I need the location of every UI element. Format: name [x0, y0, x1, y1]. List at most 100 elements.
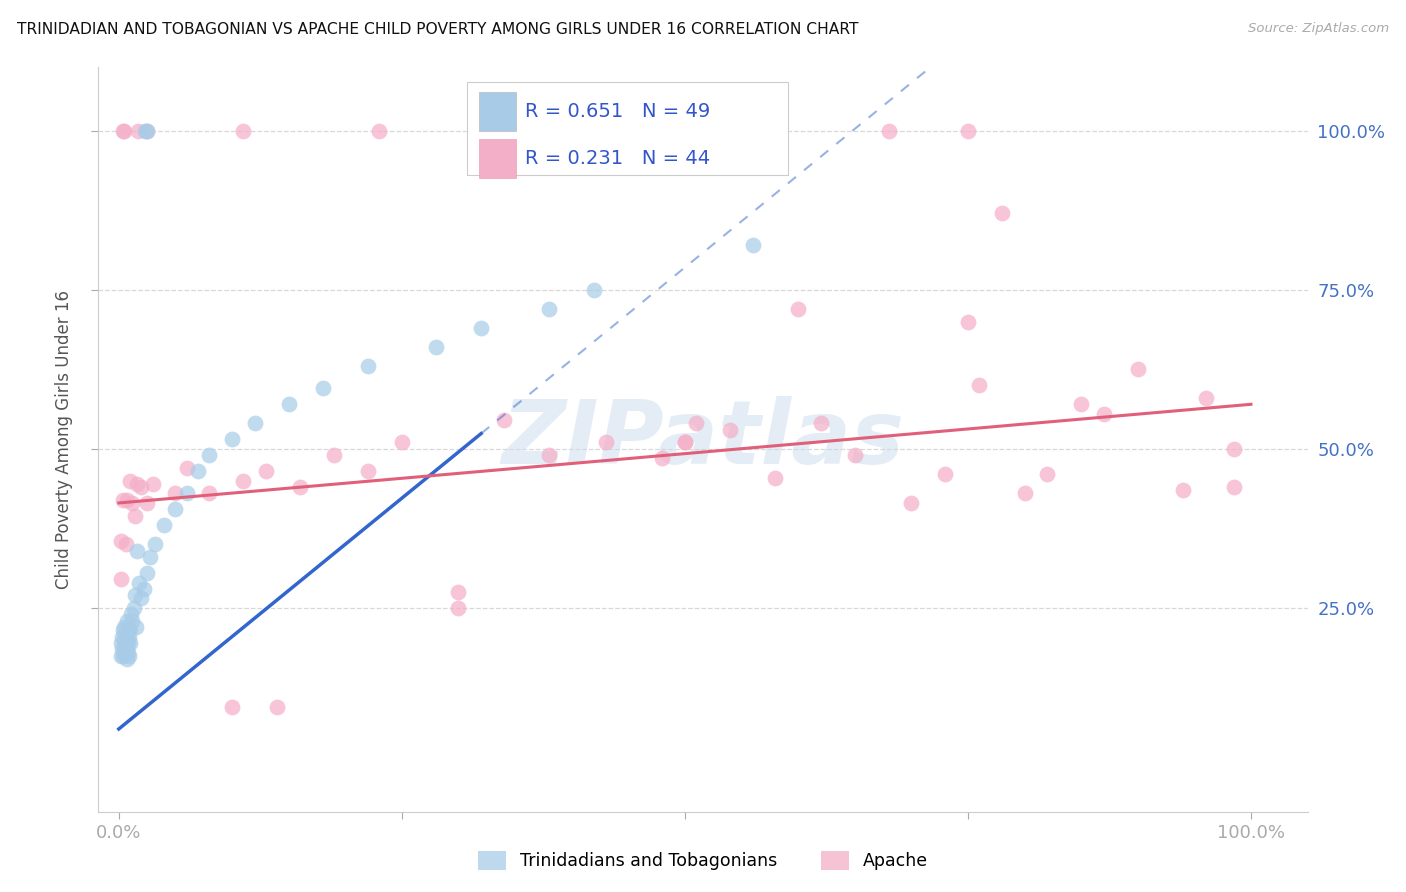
Point — [120, 624, 142, 638]
Point — [131, 591, 153, 606]
Point — [121, 496, 143, 510]
Point — [110, 648, 132, 663]
Point — [111, 642, 134, 657]
Point — [153, 518, 176, 533]
Point — [114, 123, 136, 137]
Point — [176, 461, 198, 475]
Point — [550, 123, 572, 137]
Point — [550, 123, 572, 137]
Point — [120, 474, 142, 488]
Point — [934, 467, 956, 482]
Point — [537, 301, 560, 316]
Point — [117, 636, 139, 650]
Point — [447, 585, 470, 599]
Point — [221, 433, 243, 447]
Point — [198, 448, 221, 462]
Point — [122, 601, 145, 615]
Point — [322, 448, 344, 462]
Point — [810, 417, 832, 431]
Point — [1092, 407, 1115, 421]
Point — [1223, 480, 1246, 494]
Point — [112, 624, 135, 638]
Point — [492, 413, 515, 427]
Point — [124, 508, 146, 523]
Point — [114, 620, 136, 634]
Point — [142, 476, 165, 491]
Point — [673, 435, 696, 450]
Point — [125, 620, 148, 634]
Point — [111, 630, 134, 644]
Legend: Trinidadians and Tobagonians, Apache: Trinidadians and Tobagonians, Apache — [470, 842, 936, 879]
Point — [165, 486, 187, 500]
Point — [124, 588, 146, 602]
Point — [125, 543, 148, 558]
Point — [114, 632, 136, 647]
FancyBboxPatch shape — [467, 82, 787, 175]
Point — [121, 614, 143, 628]
Point — [1014, 486, 1036, 500]
Point — [221, 699, 243, 714]
Point — [117, 646, 139, 660]
Point — [1195, 391, 1218, 405]
Point — [143, 537, 166, 551]
Bar — [479, 92, 516, 131]
Text: ZIPatlas: ZIPatlas — [502, 396, 904, 483]
Point — [232, 123, 254, 137]
Point — [718, 423, 741, 437]
Point — [1171, 483, 1194, 498]
Point — [1223, 442, 1246, 456]
Point — [136, 566, 159, 580]
Point — [1070, 397, 1092, 411]
Point — [136, 123, 159, 137]
Point — [368, 123, 391, 137]
Point — [357, 464, 380, 478]
Point — [176, 486, 198, 500]
Point — [311, 381, 333, 395]
Point — [877, 123, 900, 137]
Point — [198, 486, 221, 500]
Point — [243, 417, 266, 431]
Text: TRINIDADIAN AND TOBAGONIAN VS APACHE CHILD POVERTY AMONG GIRLS UNDER 16 CORRELAT: TRINIDADIAN AND TOBAGONIAN VS APACHE CHI… — [17, 22, 859, 37]
Point — [266, 699, 288, 714]
Point — [967, 378, 990, 392]
Point — [132, 582, 155, 596]
Point — [136, 123, 159, 137]
Point — [120, 636, 142, 650]
Text: R = 0.651   N = 49: R = 0.651 N = 49 — [526, 102, 710, 121]
Point — [115, 652, 138, 666]
Point — [537, 448, 560, 462]
Text: R = 0.231   N = 44: R = 0.231 N = 44 — [526, 149, 710, 168]
Point — [425, 340, 447, 354]
Point — [357, 359, 380, 373]
Point — [112, 123, 135, 137]
Point — [232, 474, 254, 488]
Point — [117, 624, 139, 638]
Point — [136, 496, 159, 510]
Point — [118, 648, 141, 663]
Point — [128, 575, 150, 590]
Point — [114, 646, 136, 660]
Point — [1126, 362, 1149, 376]
Point — [120, 607, 142, 622]
Point — [110, 636, 132, 650]
Point — [127, 123, 149, 137]
Point — [115, 614, 138, 628]
Point — [115, 642, 138, 657]
Text: Source: ZipAtlas.com: Source: ZipAtlas.com — [1249, 22, 1389, 36]
Point — [115, 492, 138, 507]
Bar — [479, 139, 516, 178]
Point — [787, 301, 810, 316]
Point — [254, 464, 277, 478]
Point — [741, 238, 763, 252]
Point — [447, 601, 470, 615]
Point — [595, 435, 617, 450]
Point — [277, 397, 299, 411]
Y-axis label: Child Poverty Among Girls Under 16: Child Poverty Among Girls Under 16 — [55, 290, 73, 589]
Point — [391, 435, 413, 450]
Point — [470, 123, 492, 137]
Point — [991, 206, 1014, 220]
Point — [112, 648, 135, 663]
Point — [470, 321, 492, 335]
Point — [844, 448, 866, 462]
Point — [288, 480, 311, 494]
